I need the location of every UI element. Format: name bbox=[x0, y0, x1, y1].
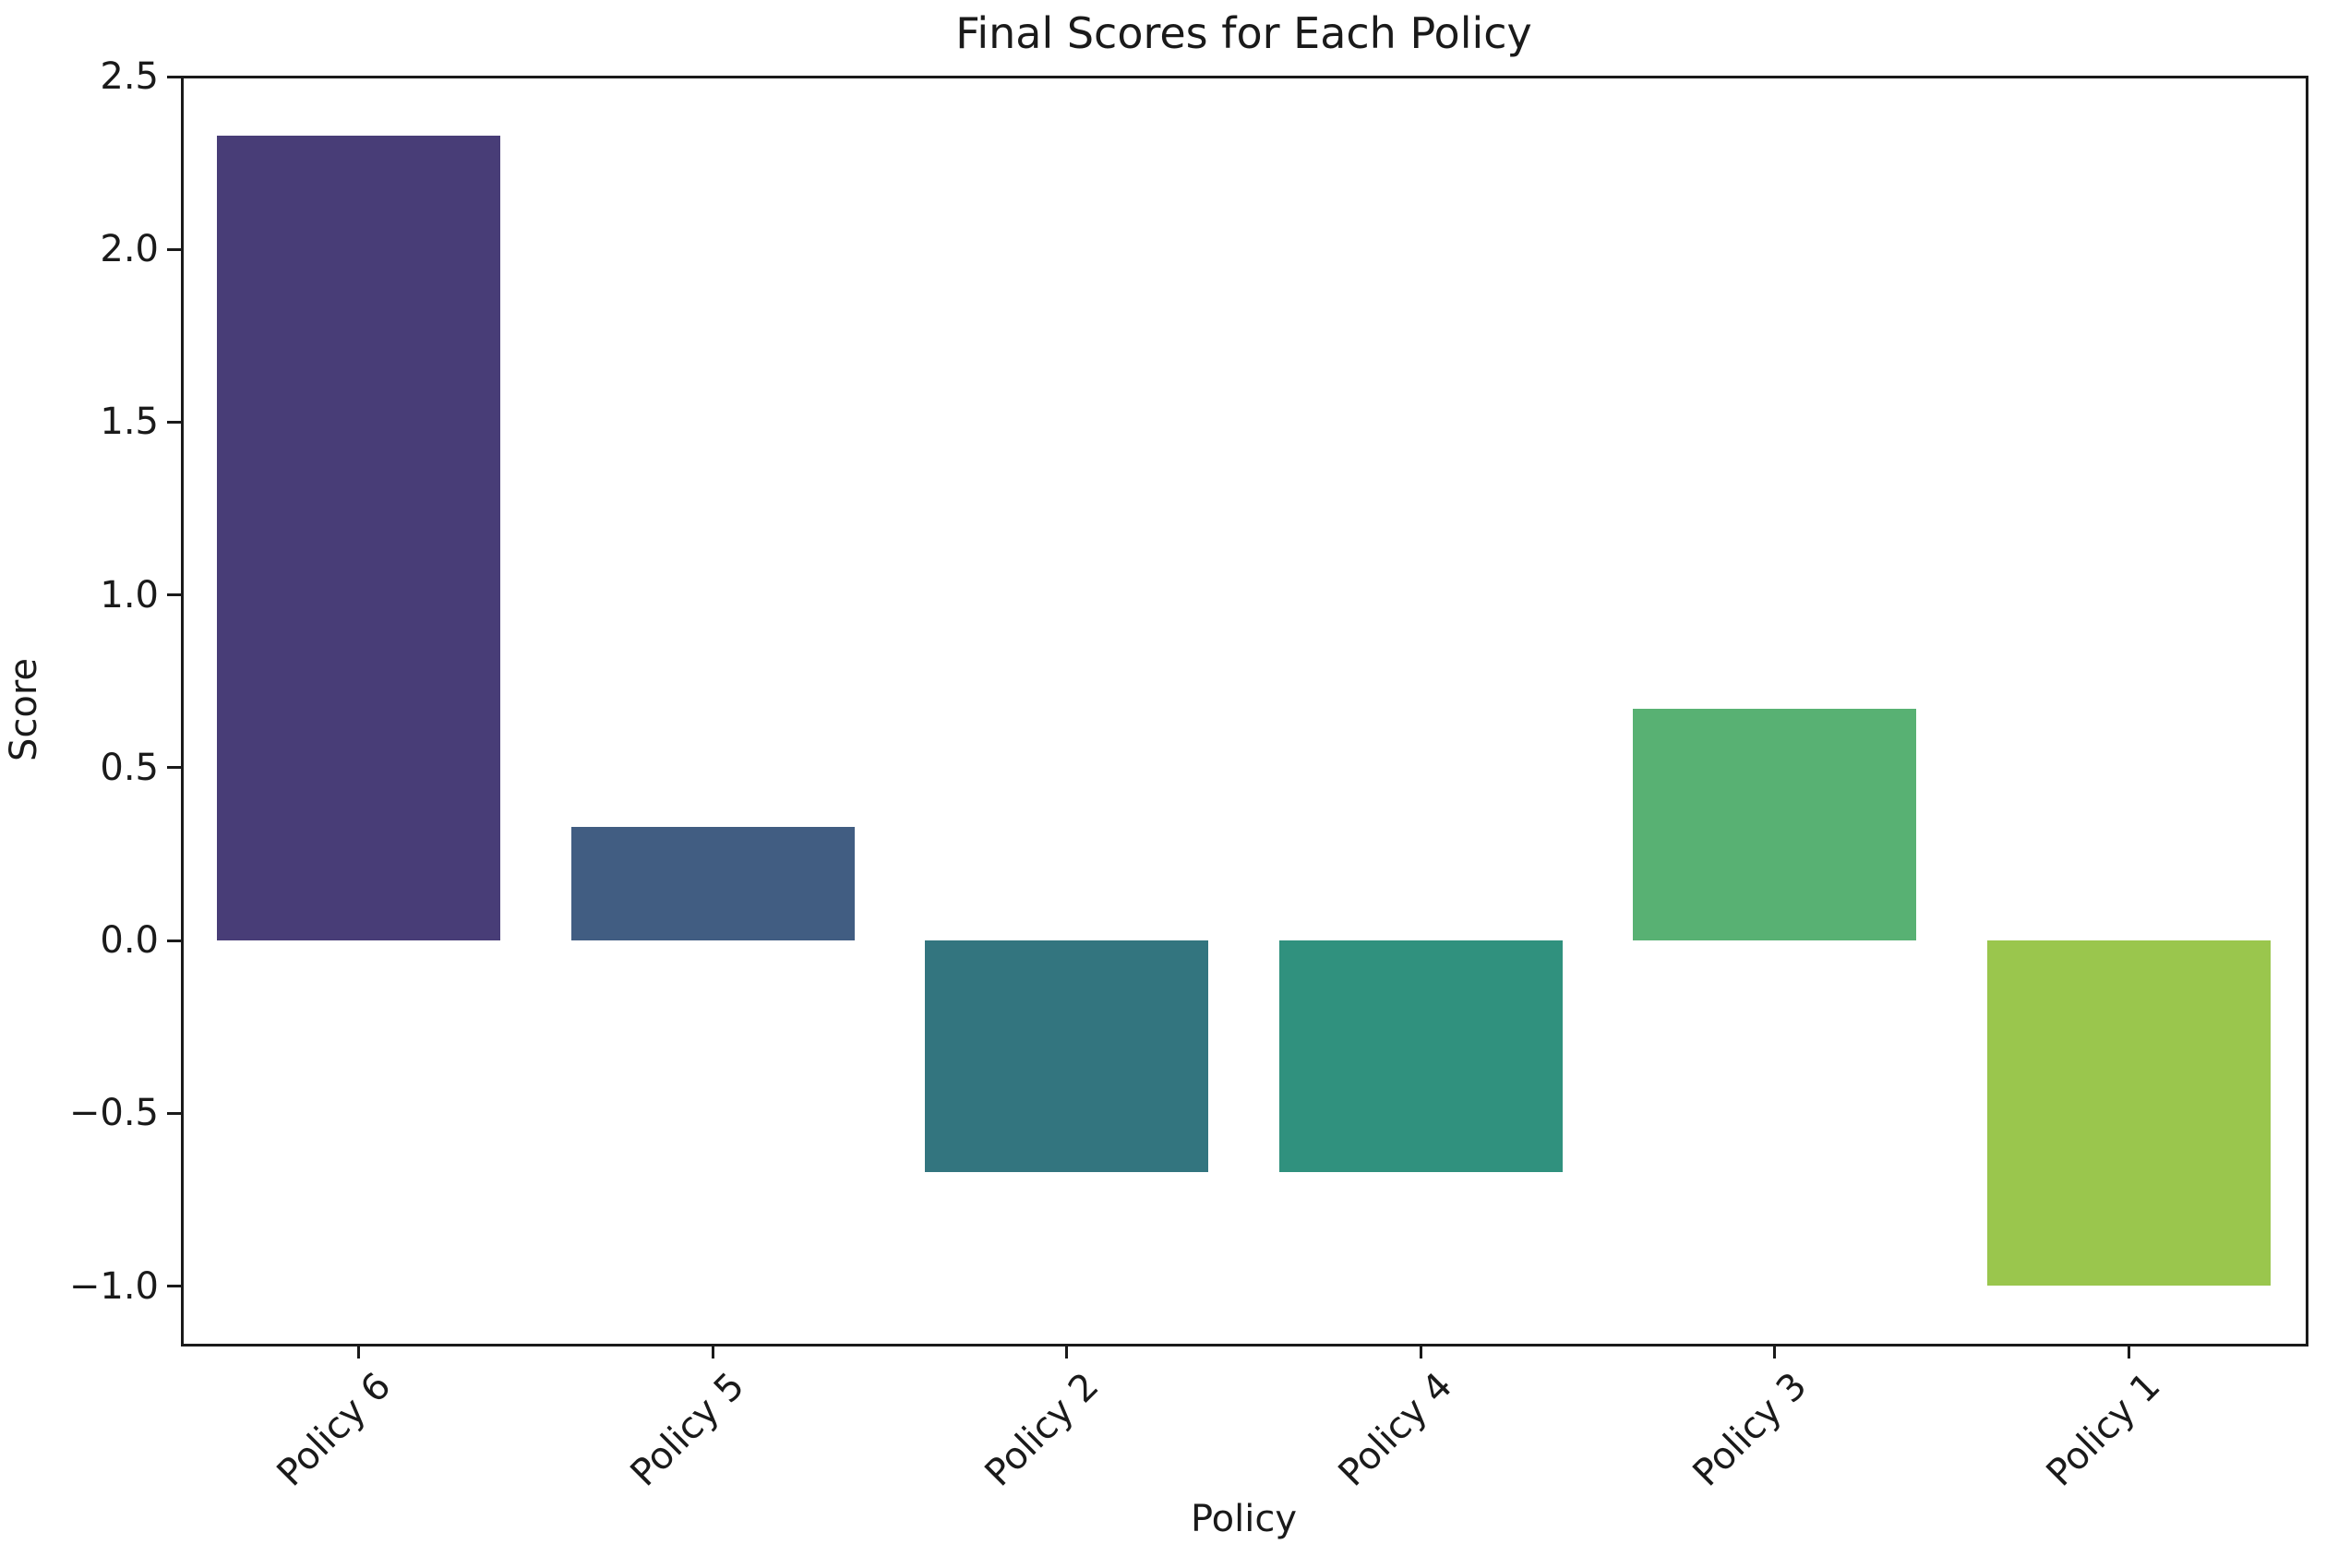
y-tick-mark bbox=[167, 593, 182, 597]
y-tick-label: 1.5 bbox=[100, 401, 159, 444]
x-tick-label-text: Policy 4 bbox=[1330, 1364, 1461, 1495]
bar-policy-4 bbox=[1278, 940, 1563, 1172]
x-tick-mark bbox=[1065, 1344, 1069, 1359]
y-tick-label: 2.0 bbox=[100, 228, 159, 271]
x-tick-label-text: Policy 2 bbox=[977, 1364, 1108, 1495]
y-tick-mark bbox=[167, 247, 182, 251]
bar-policy-6 bbox=[217, 135, 501, 941]
x-tick-label-text: Policy 3 bbox=[1685, 1364, 1816, 1495]
x-tick-mark bbox=[357, 1344, 361, 1359]
x-tick-mark bbox=[1419, 1344, 1422, 1359]
y-tick-label: 0.0 bbox=[100, 919, 159, 963]
y-tick-mark bbox=[167, 1111, 182, 1115]
y-tick-mark bbox=[167, 766, 182, 770]
x-tick-mark bbox=[2127, 1344, 2130, 1359]
x-tick-label-text: Policy 1 bbox=[2038, 1364, 2169, 1495]
bar-policy-2 bbox=[925, 940, 1209, 1172]
y-tick-mark bbox=[167, 420, 182, 424]
x-tick-mark bbox=[1773, 1344, 1777, 1359]
y-tick-label: 1.0 bbox=[100, 573, 159, 616]
y-tick-label: 2.5 bbox=[100, 55, 159, 98]
y-tick-mark bbox=[167, 1285, 182, 1287]
bar-policy-3 bbox=[1633, 709, 1917, 941]
y-tick-label: −1.0 bbox=[68, 1264, 159, 1308]
x-tick-label-text: Policy 6 bbox=[269, 1364, 400, 1495]
plot-area bbox=[180, 75, 2308, 1347]
y-tick-label: 0.5 bbox=[100, 746, 159, 789]
x-tick-mark bbox=[711, 1344, 714, 1359]
bar-policy-5 bbox=[570, 826, 855, 941]
y-tick-mark bbox=[167, 939, 182, 942]
chart-title: Final Scores for Each Policy bbox=[955, 8, 1532, 58]
y-tick-label: −0.5 bbox=[68, 1092, 159, 1135]
x-axis-label: Policy bbox=[1190, 1498, 1298, 1540]
bar-policy-1 bbox=[1986, 940, 2271, 1287]
x-tick-label-text: Policy 5 bbox=[622, 1364, 753, 1495]
y-tick-mark bbox=[167, 75, 182, 78]
